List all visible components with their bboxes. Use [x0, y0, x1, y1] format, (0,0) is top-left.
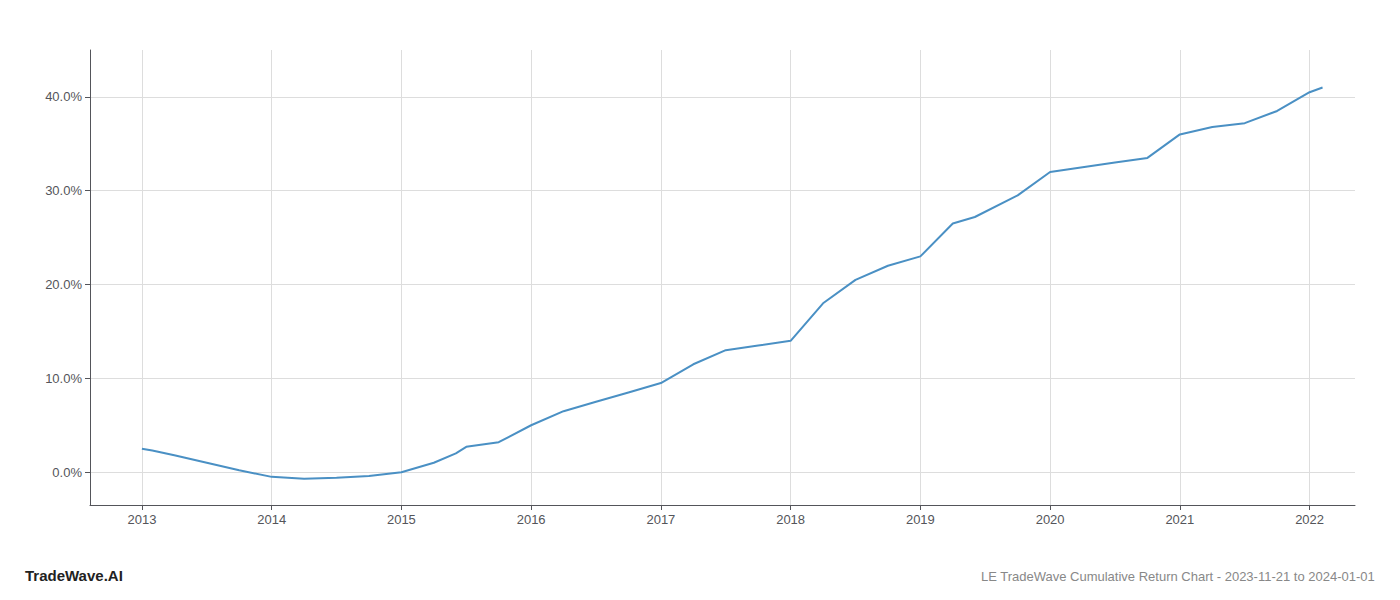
svg-text:2015: 2015 — [387, 512, 416, 527]
svg-text:2021: 2021 — [1165, 512, 1194, 527]
svg-text:2019: 2019 — [906, 512, 935, 527]
svg-text:2022: 2022 — [1295, 512, 1324, 527]
svg-text:TradeWave.AI: TradeWave.AI — [25, 567, 123, 584]
svg-text:2020: 2020 — [1036, 512, 1065, 527]
svg-text:10.0%: 10.0% — [45, 371, 82, 386]
svg-text:2013: 2013 — [127, 512, 156, 527]
svg-text:2016: 2016 — [517, 512, 546, 527]
svg-text:2017: 2017 — [646, 512, 675, 527]
svg-text:2018: 2018 — [776, 512, 805, 527]
svg-text:LE TradeWave Cumulative Return: LE TradeWave Cumulative Return Chart - 2… — [981, 569, 1375, 584]
svg-text:0.0%: 0.0% — [52, 465, 82, 480]
svg-text:30.0%: 30.0% — [45, 183, 82, 198]
svg-text:20.0%: 20.0% — [45, 277, 82, 292]
svg-text:40.0%: 40.0% — [45, 89, 82, 104]
svg-text:2014: 2014 — [257, 512, 286, 527]
